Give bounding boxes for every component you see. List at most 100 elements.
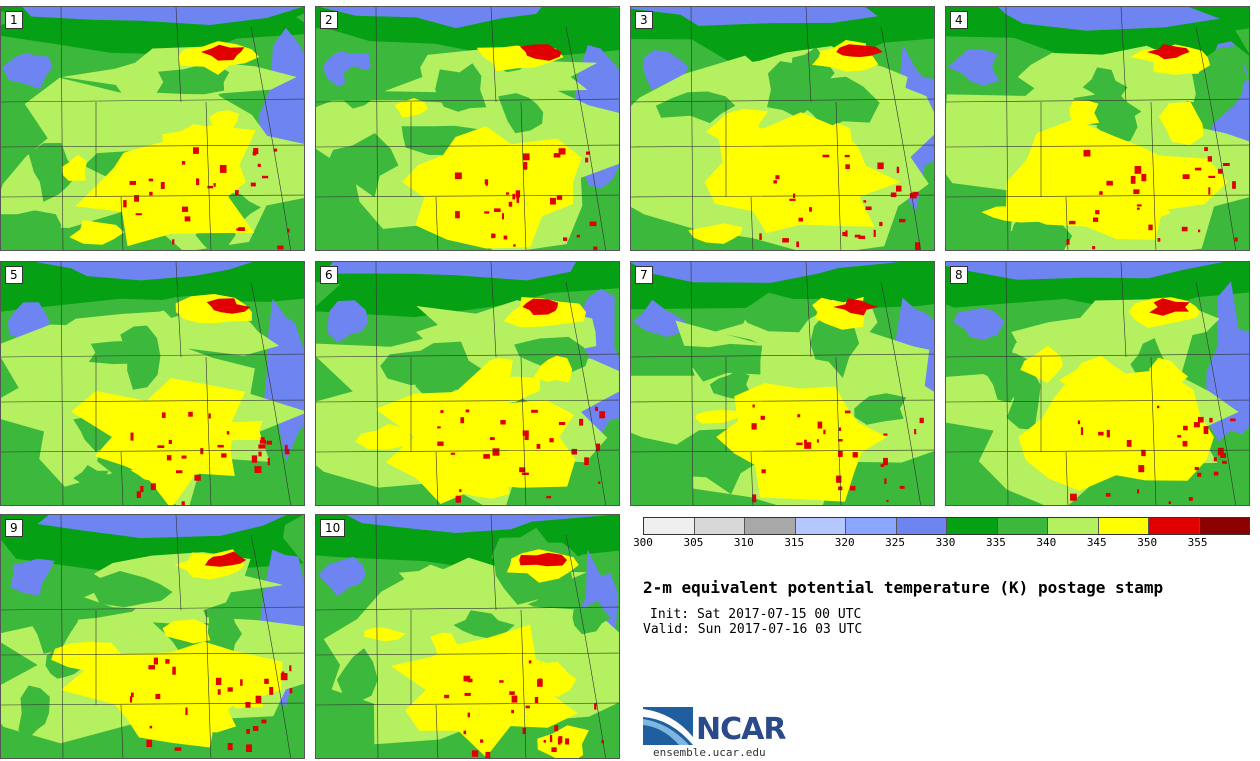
very-hot-speckle — [161, 412, 166, 418]
very-hot-speckle — [219, 165, 227, 173]
boundary-line — [946, 144, 1249, 148]
very-hot-speckle — [1168, 501, 1171, 504]
hot-field — [537, 725, 589, 758]
boundary-line — [60, 515, 64, 758]
postage-stamp-panel-6: 6 — [315, 261, 620, 506]
map-8 — [946, 262, 1249, 505]
hot-field — [192, 695, 237, 733]
very-hot-speckle — [467, 712, 470, 718]
boundary-line — [175, 7, 182, 103]
very-hot-speckle — [899, 485, 905, 489]
mix-field — [435, 63, 487, 112]
lake-field — [631, 262, 900, 283]
mix-field — [709, 370, 752, 400]
boundary-line — [375, 7, 379, 250]
very-hot-speckle — [1232, 181, 1236, 189]
very-hot-speckle — [289, 665, 292, 672]
very-hot-speckle — [809, 207, 812, 212]
lake-field — [947, 48, 1000, 86]
very-hot-speckle — [463, 730, 467, 735]
hot-field — [141, 427, 179, 443]
very-hot-speckle — [759, 233, 762, 240]
very-hot-speckle — [1213, 471, 1219, 476]
very-hot-speckle — [838, 427, 841, 431]
postage-stamp-panel-8: 8 — [945, 261, 1250, 506]
very-hot-speckle — [1137, 489, 1140, 494]
very-hot-speckle — [883, 433, 888, 436]
very-hot-speckle — [455, 211, 460, 219]
color-scale-tick-label: 310 — [733, 536, 754, 549]
color-scale-swatch — [795, 518, 846, 534]
very-hot-speckle — [914, 429, 917, 435]
postage-stamp-panel-9: 9 — [0, 514, 305, 759]
boundary-line — [120, 451, 124, 505]
very-hot-speckle — [250, 182, 256, 187]
very-hot-speckle — [1106, 429, 1110, 438]
very-hot-speckle — [1141, 449, 1146, 457]
very-hot-speckle — [284, 444, 288, 452]
hot-field — [1073, 135, 1098, 159]
color-scale-tick-label: 340 — [1036, 536, 1057, 549]
very-hot-speckle — [1217, 168, 1223, 174]
hot-field — [162, 124, 217, 159]
lake-field — [37, 515, 287, 539]
very-hot-speckle — [1148, 224, 1153, 231]
map-2 — [316, 7, 619, 250]
hot-field — [364, 627, 406, 642]
boundary-line — [520, 609, 527, 758]
boundary-line — [565, 26, 606, 250]
hot-field — [533, 661, 577, 697]
mix-field — [498, 93, 544, 134]
very-hot-speckle — [836, 475, 842, 483]
postage-stamp-panel-3: 3 — [630, 6, 935, 251]
very-hot-speckle — [838, 450, 843, 457]
boundary-line — [1, 353, 304, 358]
boundary-line — [1150, 101, 1157, 250]
very-hot-speckle — [1183, 425, 1188, 431]
very-hot-speckle — [1208, 187, 1211, 195]
boundary-line — [490, 7, 497, 103]
mix-field — [73, 465, 109, 491]
very-hot-speckle — [1095, 210, 1100, 215]
mix-field — [336, 648, 378, 709]
color-scale-tick-label: 315 — [784, 536, 805, 549]
very-hot-speckle — [1098, 431, 1104, 436]
boundary-line — [316, 353, 619, 358]
mix-field — [655, 91, 736, 124]
very-hot-speckle — [148, 665, 155, 670]
very-hot-speckle — [563, 237, 568, 241]
very-hot-speckle — [217, 689, 221, 695]
boundary-line — [805, 262, 812, 358]
very-hot-speckle — [751, 423, 757, 430]
very-hot-speckle — [485, 751, 491, 758]
very-hot-speckle — [1093, 217, 1099, 222]
very-hot-speckle — [536, 443, 541, 449]
very-hot-speckle — [1209, 417, 1213, 423]
very-hot-speckle — [899, 218, 906, 223]
hot-field — [537, 180, 569, 193]
very-hot-speckle — [593, 246, 598, 250]
lake-field — [327, 300, 369, 343]
map-10 — [316, 515, 619, 758]
hot-field — [704, 112, 901, 234]
very-hot-speckle — [480, 739, 484, 743]
lake-field — [319, 7, 542, 29]
map-7 — [631, 262, 934, 505]
very-hot-field — [836, 44, 883, 57]
very-hot-speckle — [257, 163, 261, 167]
very-hot-speckle — [484, 211, 490, 214]
boundary-line — [631, 449, 934, 453]
boundary-line — [120, 196, 124, 250]
hot-field — [201, 419, 263, 442]
mix-field — [966, 352, 1064, 381]
very-hot-speckle — [511, 695, 518, 703]
hot-field — [355, 423, 412, 450]
figure-title: 2-m equivalent potential temperature (K)… — [643, 578, 1164, 597]
very-hot-speckle — [437, 426, 441, 429]
color-scale-swatch — [896, 518, 947, 534]
hot-field — [113, 690, 163, 710]
boundary-line — [805, 7, 812, 103]
very-hot-speckle — [1217, 447, 1224, 456]
very-hot-speckle — [194, 474, 201, 481]
very-hot-speckle — [168, 439, 172, 444]
